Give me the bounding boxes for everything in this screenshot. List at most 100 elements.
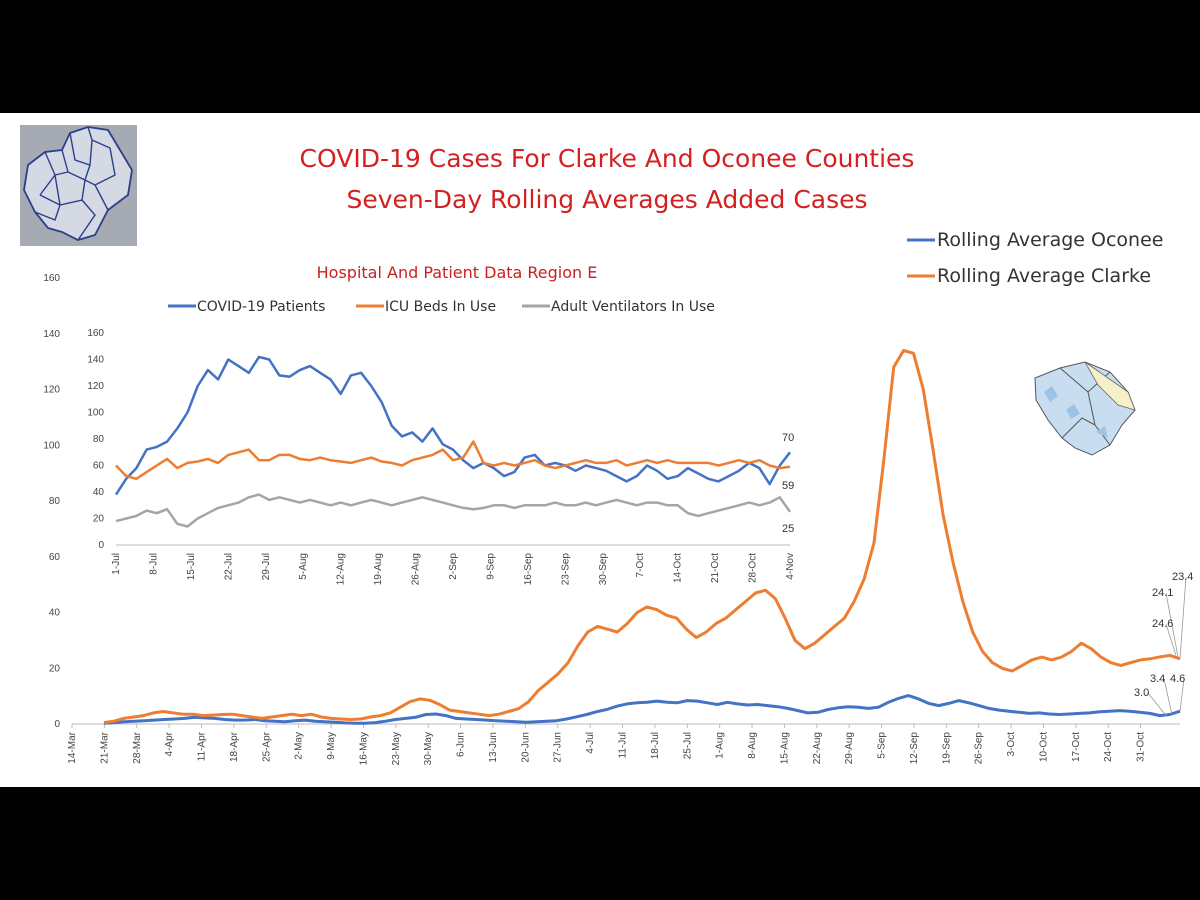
inset-x-tick-label: 12-Aug [336, 553, 347, 585]
clarke-series-line [103, 349, 1181, 725]
inset-x-tick-label: 28-Oct [748, 553, 759, 583]
inset-x-tick-label: 22-Jul [223, 553, 234, 580]
main-x-tick-label: 20-Jun [520, 732, 531, 763]
main-title: COVID-19 Cases For Clarke And Oconee Cou… [300, 144, 915, 173]
inset-x-tick-label: 15-Jul [186, 553, 197, 580]
inset-x-tick-label: 23-Sep [560, 553, 571, 586]
main-x-tick-label: 4-Apr [164, 731, 175, 756]
main-x-tick-label: 21-Mar [99, 731, 110, 763]
main-y-tick-label: 20 [49, 663, 61, 674]
inset-x-tick-label: 9-Sep [485, 553, 496, 580]
title-group: COVID-19 Cases For Clarke And Oconee Cou… [300, 144, 915, 282]
end-value-label: 3.0 [1134, 687, 1149, 699]
end-value-label: 23.4 [1172, 571, 1193, 583]
inset-x-tick-label: 29-Jul [261, 553, 272, 580]
main-chart: 0 20 40 60 80 100 120 140 160 14-Mar 21-Mar 28-Mar 4… [43, 273, 1193, 765]
main-x-tick-label: 26-Sep [974, 732, 985, 765]
main-y-tick-label: 160 [43, 273, 60, 284]
main-x-tick-label: 25-Apr [261, 731, 272, 762]
ventilators-line [115, 493, 792, 528]
inset-y-tick-label: 60 [93, 461, 105, 472]
main-x-tick-label: 11-Jul [618, 732, 629, 759]
end-value-label: 24.6 [1152, 618, 1173, 630]
main-x-tick-label: 12-Sep [909, 732, 920, 765]
inset-x-tick-label: 1-Jul [111, 553, 122, 575]
oconee-series-line [103, 694, 1181, 725]
main-y-tick-label: 40 [49, 608, 61, 619]
main-x-tick-label: 19-Sep [941, 732, 952, 765]
main-x-tick-label: 18-Apr [229, 731, 240, 762]
inset-x-tick-label: 4-Nov [785, 553, 796, 580]
region-map-image [20, 125, 137, 246]
main-x-tick-label: 30-May [423, 732, 434, 765]
inset-x-tick-label: 21-Oct [710, 553, 721, 583]
main-x-tick-label: 3-Oct [1006, 732, 1017, 757]
inset-end-label-icu: 59 [782, 480, 794, 492]
end-label-leader [1165, 623, 1177, 656]
inset-y-tick-label: 100 [87, 408, 104, 419]
inset-y-tick-label: 120 [87, 381, 104, 392]
main-x-tick-label: 27-Jun [553, 732, 564, 763]
main-y-tick-label: 0 [54, 719, 60, 730]
main-x-tick-label: 31-Oct [1136, 732, 1147, 762]
inset-y-tick-label: 0 [98, 540, 104, 551]
main-subtitle: Seven-Day Rolling Averages Added Cases [346, 185, 867, 214]
main-x-tick-label: 16-May [358, 732, 369, 765]
end-label-leader [1147, 692, 1167, 716]
inset-y-tick-label: 20 [93, 514, 105, 525]
inset-x-tick-label: 8-Jul [148, 553, 159, 575]
main-x-tick-label: 11-Apr [197, 731, 208, 761]
inset-legend-label: COVID-19 Patients [197, 299, 325, 315]
main-x-tick-label: 9-May [326, 732, 337, 760]
main-x-tick-label: 29-Aug [844, 732, 855, 764]
main-y-tick-label: 140 [43, 329, 60, 340]
end-value-label: 24.1 [1152, 587, 1173, 599]
inset-legend-label: ICU Beds In Use [385, 299, 496, 315]
end-label-leader [1179, 576, 1187, 659]
icu-beds-line [115, 440, 791, 481]
main-y-tick-label: 100 [43, 440, 60, 451]
inset-x-tick-label: 2-Sep [448, 553, 459, 580]
main-x-tick-label: 24-Oct [1103, 732, 1114, 762]
inset-y-tick-label: 40 [93, 487, 105, 498]
inset-chart: 0 20 40 60 80 100 120 140 160 1-Jul 8-Jul 15-Jul 22-… [87, 328, 796, 585]
main-legend-label: Rolling Average Clarke [937, 265, 1151, 287]
chart-panel [0, 113, 1200, 787]
main-x-tick-label: 25-Jul [682, 732, 693, 759]
main-x-tick-label: 17-Oct [1071, 732, 1082, 762]
inset-end-label-ventilators: 25 [782, 523, 794, 535]
main-x-tick-label: 13-Jun [488, 732, 499, 763]
inset-x-tick-label: 19-Aug [373, 553, 384, 585]
inset-y-tick-label: 160 [87, 328, 104, 339]
main-x-tick-label: 8-Aug [747, 732, 758, 759]
end-label-leader [1163, 678, 1173, 715]
main-y-tick-label: 120 [43, 385, 60, 396]
inset-end-label-patients: 70 [782, 432, 794, 444]
main-x-tick-label: 6-Jun [456, 732, 467, 757]
end-value-label: 3.4 [1150, 673, 1165, 685]
county-map-image [1025, 350, 1140, 468]
main-x-tick-label: 5-Sep [877, 732, 888, 759]
main-x-tick-label: 28-Mar [132, 731, 143, 763]
inset-title: Hospital And Patient Data Region E [317, 263, 598, 282]
main-x-tick-label: 15-Aug [779, 732, 790, 764]
inset-x-tick-label: 7-Oct [635, 553, 646, 578]
main-x-tick-label: 4-Jul [585, 732, 596, 754]
main-x-tick-label: 1-Aug [715, 732, 726, 759]
main-x-tick-label: 14-Mar [67, 731, 78, 763]
end-label-leader [1165, 592, 1179, 657]
main-x-tick-label: 23-May [391, 732, 402, 765]
inset-x-tick-label: 14-Oct [673, 553, 684, 583]
inset-y-tick-label: 80 [93, 434, 105, 445]
inset-x-tick-label: 26-Aug [411, 553, 422, 585]
main-y-tick-label: 60 [49, 552, 61, 563]
covid-patients-line [114, 355, 791, 496]
inset-legend-label: Adult Ventilators In Use [551, 299, 715, 315]
main-y-tick-label: 80 [49, 496, 61, 507]
main-x-tick-label: 10-Oct [1038, 732, 1049, 762]
inset-y-tick-label: 140 [87, 355, 104, 366]
main-x-tick-label: 2-May [294, 732, 305, 760]
main-x-tick-label: 22-Aug [812, 732, 823, 764]
main-x-tick-label: 18-Jul [650, 732, 661, 759]
